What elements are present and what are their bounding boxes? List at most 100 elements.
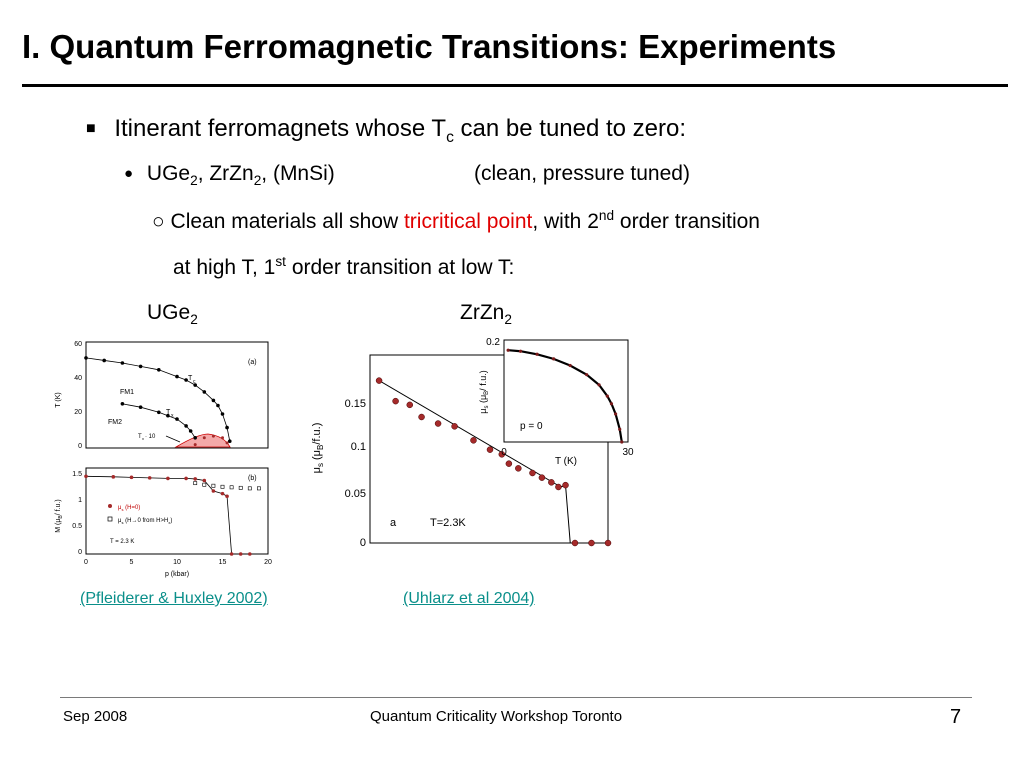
uge2-top-ytick: 40 — [74, 375, 82, 382]
zrzn2-inset-ylabel-sub: s — [484, 406, 490, 409]
uge2-mu-field-point — [238, 485, 243, 490]
zrzn2-ylabel-sub2: B — [316, 445, 325, 450]
uge2-xtick: 20 — [264, 559, 272, 566]
uge2-xtick: 10 — [173, 559, 181, 566]
title-underline — [22, 84, 1008, 87]
label-uge2: UGe2 — [147, 301, 198, 327]
zrzn2-ylabel-end: /f.u.) — [311, 423, 323, 445]
uge2-mu-zero-point — [111, 475, 116, 479]
uge2-bot-ytick: 0.5 — [72, 523, 82, 530]
uge2-tc-point — [175, 374, 179, 379]
uge2-mu-zero-point — [129, 475, 134, 480]
zrzn2-mu-point — [434, 420, 442, 427]
zrzn2-inset-ytick-top: 0.2 — [486, 337, 500, 348]
uge2-mu-zero-point — [238, 552, 243, 556]
uge2-top-ytick: 20 — [74, 409, 82, 416]
uge2-top-ylabel: T (K) — [55, 392, 62, 407]
round-bullet-icon: ● — [124, 165, 134, 182]
uge2-bottom-frame — [85, 467, 269, 555]
zrzn2-inset-ylabel-tail: (μ — [478, 395, 488, 406]
uge2-bot-ytick: 0 — [78, 549, 82, 556]
zrzn2-ytick: 0.05 — [345, 488, 366, 500]
zrzn2-inset-point — [618, 427, 622, 431]
uge2-legend1: μs (H=0) — [118, 505, 140, 512]
bullet2-t2: , ZrZn — [197, 162, 254, 185]
uge2-tx10-point — [202, 436, 206, 440]
zrzn2-ytick: 0 — [360, 537, 366, 549]
uge2-tc-point — [216, 403, 220, 408]
uge2-tc-point — [225, 425, 229, 430]
citation-pfleiderer-huxley[interactable]: (Pfleiderer & Huxley 2002) — [80, 590, 268, 607]
zrzn2-mu-point — [555, 483, 562, 491]
uge2-mu-zero-point — [211, 489, 216, 493]
uge2-tc-point — [220, 412, 225, 416]
uge2-tx10-tail: · 10 — [145, 434, 156, 440]
uge2-tx-sub: x — [171, 413, 174, 419]
slide-title: I. Quantum Ferromagnetic Transitions: Ex… — [22, 28, 837, 65]
page-number: 7 — [950, 706, 962, 728]
uge2-panel-b-label: (b) — [248, 475, 257, 482]
uge2-legend1-a: μ — [118, 505, 122, 511]
uge2-tc-point — [138, 364, 143, 369]
zrzn2-inset-point — [597, 383, 601, 387]
bullet3-t2: , with 2 — [532, 210, 599, 233]
zrzn2-mu-point — [498, 451, 506, 458]
zrzn2-mu-point — [529, 469, 536, 477]
uge2-tx-point — [193, 436, 197, 440]
uge2-tx-line — [122, 403, 196, 439]
zrzn2-mu-point — [571, 539, 579, 547]
citation-uhlarz[interactable]: (Uhlarz et al 2004) — [403, 590, 535, 607]
bullet3-line2: at high T, 1st order transition at low T… — [173, 254, 514, 280]
bullet3-sup1: nd — [598, 208, 615, 223]
uge2-tc-point — [102, 358, 106, 363]
uge2-tx-point — [175, 417, 179, 421]
uge2-xtick: 15 — [219, 559, 227, 566]
uge2-tx-point — [138, 405, 143, 409]
uge2-mu-field-point — [220, 484, 225, 489]
bullet1-text-b: can be tuned to zero: — [453, 115, 687, 142]
zrzn2-mu-point — [604, 539, 612, 547]
zrzn2-label-a: a — [390, 517, 397, 529]
label-uge2-text: UGe — [147, 301, 191, 324]
uge2-tx-label: T — [166, 409, 171, 416]
hollow-circle-bullet-icon: ○ — [152, 210, 165, 233]
uge2-legend-dot — [108, 504, 112, 508]
zrzn2-mu-point — [418, 413, 425, 421]
uge2-tc-point — [84, 356, 88, 360]
zrzn2-mu-point — [392, 397, 399, 405]
uge2-tx10-point — [211, 434, 215, 438]
uge2-fm1-label: FM1 — [120, 389, 134, 396]
zrzn2-inset-frame — [503, 339, 629, 443]
bullet2-t3: , (MnSi) — [261, 162, 335, 185]
uge2-tx10-sub: x — [142, 436, 144, 441]
uge2-xtick: 0 — [84, 559, 88, 566]
uge2-bot-ylabel-a: M (μ — [55, 519, 62, 533]
uge2-legend-square — [107, 516, 113, 522]
uge2-tx-point — [166, 413, 170, 418]
uge2-legend1-tail: (H=0) — [123, 505, 140, 511]
footer-center: Quantum Criticality Workshop Toronto — [370, 708, 623, 725]
bullet2-s2: 2 — [253, 173, 262, 189]
zrzn2-figure: 0.15 0.1 0.05 0 μs (μB/f.u.) a T=2.3K 0.… — [311, 337, 634, 549]
uge2-mu-zero-point — [84, 474, 88, 479]
uge2-arrow — [165, 435, 181, 443]
zrzn2-mu-point — [375, 377, 383, 384]
uge2-mu-zero-point — [202, 478, 207, 483]
zrzn2-ylabel-a: μ — [311, 467, 323, 473]
uge2-legend2-sub2: x — [168, 520, 170, 525]
bullet2-t1: UGe — [146, 162, 191, 185]
tricritical-point-highlight: tricritical point — [403, 210, 533, 233]
zrzn2-ytick: 0.15 — [345, 398, 366, 410]
zrzn2-inset-point — [620, 440, 624, 444]
zrzn2-inset-xlabel: T (K) — [555, 456, 577, 467]
uge2-legend1-sub: s — [121, 507, 123, 512]
zrzn2-inset-point — [552, 357, 556, 361]
zrzn2-inset-ylabel: μs (μB/ f.u.) — [478, 370, 490, 413]
zrzn2-mu-point — [451, 423, 458, 430]
uge2-mu-field-point — [229, 485, 234, 490]
zrzn2-inset-point — [535, 352, 539, 356]
uge2-mu-zero-point — [147, 476, 152, 480]
bullet3-t1: Clean materials all show — [170, 210, 404, 233]
uge2-mu-field-point — [193, 481, 198, 486]
uge2-figure: 60 40 20 0 T (K) (a) FM1 FM2 T c T x T x… — [55, 341, 272, 578]
